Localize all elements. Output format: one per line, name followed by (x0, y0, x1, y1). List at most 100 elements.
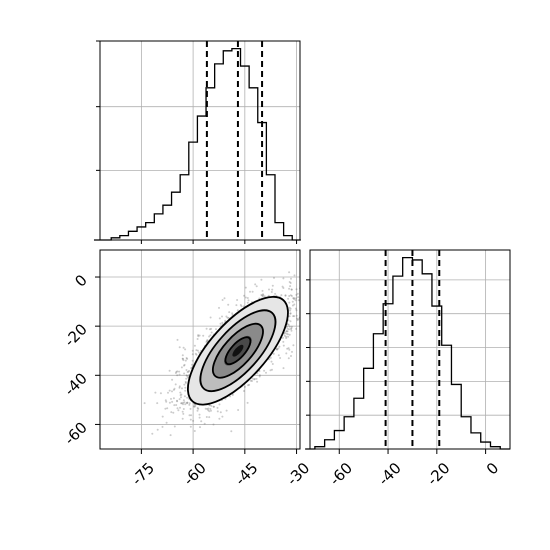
scatter-point (286, 330, 289, 333)
scatter-point (289, 282, 292, 284)
scatter-point (198, 351, 200, 354)
scatter-point (161, 415, 164, 418)
scatter-point (286, 347, 289, 350)
scatter-point (206, 339, 209, 341)
scatter-point (262, 294, 265, 297)
scatter-point (240, 305, 243, 308)
scatter-point (181, 357, 184, 360)
scatter-point (293, 303, 296, 306)
scatter-point (230, 430, 233, 433)
scatter-point (290, 325, 293, 328)
scatter-point (293, 298, 296, 301)
scatter-point (219, 411, 222, 414)
scatter-point (276, 348, 278, 351)
scatter-point (184, 382, 187, 384)
scatter-point (323, 293, 325, 295)
scatter-point (297, 299, 300, 302)
scatter-point (288, 271, 291, 274)
scatter-point (288, 287, 291, 290)
scatter-point (221, 299, 224, 301)
scatter-point (198, 334, 201, 337)
scatter-point (180, 396, 182, 399)
scatter-point (186, 401, 189, 404)
scatter-point (303, 298, 305, 300)
scatter-point (212, 405, 215, 408)
scatter-point (287, 335, 290, 338)
x-tick-label: 0 (483, 459, 502, 478)
x-tick-label: -40 (375, 459, 405, 489)
scatter-point (251, 290, 254, 293)
scatter-point (290, 277, 292, 280)
scatter-point (293, 315, 296, 318)
scatter-point (183, 364, 185, 367)
scatter-point (231, 312, 234, 315)
scatter-point (169, 434, 172, 437)
scatter-point (311, 297, 313, 299)
scatter-point (158, 472, 160, 474)
scatter-point (198, 416, 201, 419)
scatter-point (291, 304, 294, 307)
scatter-point (190, 414, 193, 417)
scatter-point (296, 292, 299, 295)
scatter-point (295, 327, 298, 330)
scatter-point (180, 402, 183, 405)
scatter-point (249, 290, 251, 293)
scatter-point (164, 399, 167, 402)
scatter-point (288, 295, 291, 297)
x-tick-label: -60 (180, 459, 210, 489)
scatter-point (304, 300, 306, 302)
scatter-point (215, 328, 217, 331)
scatter-point (260, 294, 263, 296)
scatter-point (198, 413, 201, 416)
scatter-point (176, 338, 179, 341)
scatter-point (186, 357, 189, 360)
scatter-point (293, 274, 296, 277)
scatter-point (172, 397, 175, 400)
joint-density-panel: -75 -60 -45 -30 0 -20 -40 -60 (61, 249, 325, 489)
scatter-point (209, 408, 212, 410)
scatter-point (226, 316, 229, 319)
scatter-point (182, 403, 184, 406)
scatter-point (297, 296, 300, 299)
scatter-point (193, 430, 196, 432)
scatter-point (256, 380, 259, 383)
scatter-point (255, 285, 258, 288)
scatter-point (296, 319, 299, 322)
scatter-point (219, 322, 222, 325)
scatter-point (279, 357, 282, 359)
scatter-point (172, 388, 175, 391)
x-tick-label: -30 (283, 459, 313, 489)
scatter-point (202, 334, 205, 337)
scatter-point (262, 293, 264, 296)
scatter-point (166, 407, 169, 410)
scatter-point (289, 285, 292, 288)
scatter-point (180, 393, 183, 396)
scatter-point (221, 321, 224, 324)
scatter-point (175, 404, 178, 406)
scatter-point (271, 363, 274, 365)
scatter-point (179, 394, 182, 397)
scatter-point (212, 423, 215, 426)
scatter-point (182, 399, 185, 402)
scatter-point (292, 344, 295, 347)
scatter-point (277, 347, 280, 350)
scatter-point (185, 377, 188, 380)
scatter-point (196, 409, 199, 412)
scatter-point (287, 323, 290, 326)
density-level-4 (232, 344, 244, 357)
scatter-point (270, 360, 273, 363)
scatter-point (181, 417, 184, 420)
scatter-point (261, 294, 264, 297)
scatter-point (189, 407, 192, 410)
scatter-point (246, 301, 249, 304)
scatter-point (258, 374, 261, 377)
scatter-point (151, 432, 154, 435)
scatter-point (188, 403, 191, 406)
scatter-point (182, 401, 185, 404)
scatter-point (179, 391, 182, 394)
scatter-point (191, 353, 194, 356)
scatter-point (290, 288, 293, 291)
scatter-point (284, 294, 287, 297)
scatter-point (317, 274, 319, 276)
scatter-point (282, 340, 285, 343)
